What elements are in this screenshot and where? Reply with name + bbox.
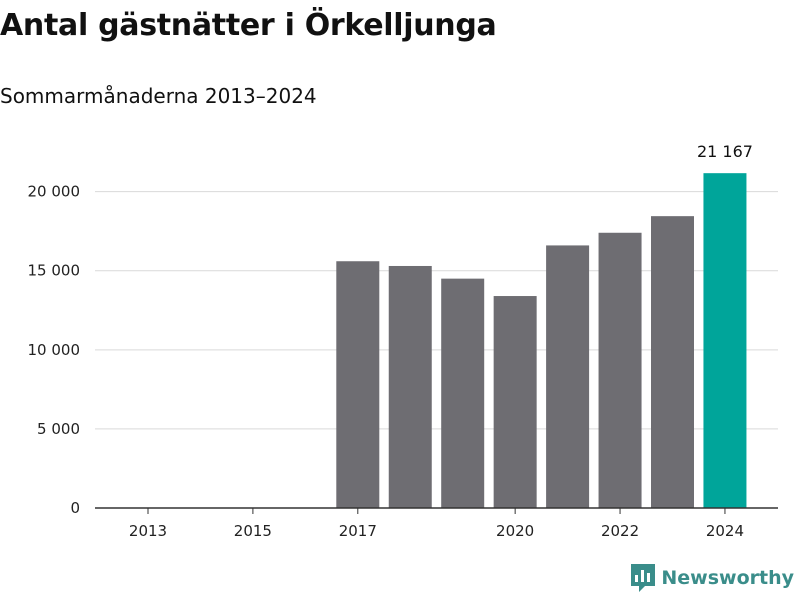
data-label-2024: 21 167: [697, 142, 753, 161]
bar-2021: [546, 245, 590, 508]
bar-2017: [336, 261, 380, 508]
bars: [336, 173, 747, 508]
bar-2018: [388, 265, 432, 508]
newsworthy-logo-icon: [631, 564, 656, 592]
data-labels: 21 167: [697, 142, 753, 161]
chart-subtitle: Sommarmånaderna 2013–2024: [0, 84, 317, 108]
bar-2020: [493, 296, 537, 508]
bar-2023: [651, 216, 694, 508]
y-tick-label: 20 000: [28, 183, 81, 201]
bar-2019: [441, 278, 485, 508]
y-tick-label: 5 000: [37, 420, 80, 438]
bar-2022: [598, 232, 642, 508]
x-tick-label: 2013: [129, 522, 167, 540]
y-tick-label: 0: [70, 499, 80, 517]
y-tick-label: 15 000: [28, 262, 81, 280]
chart-title: Antal gästnätter i Örkelljunga: [0, 8, 497, 43]
newsworthy-logo: Newsworthy: [631, 564, 794, 592]
brand-name: Newsworthy: [661, 567, 794, 589]
axes: 0 5 000 10 000 15 000 20 000 2013 2015 2017 2020…: [28, 183, 778, 540]
x-tick-label: 2020: [496, 522, 534, 540]
y-tick-label: 10 000: [28, 341, 81, 359]
x-tick-label: 2015: [234, 522, 272, 540]
x-tick-label: 2017: [339, 522, 377, 540]
bar-2024: [703, 173, 747, 508]
x-tick-label: 2022: [601, 522, 639, 540]
x-tick-label: 2024: [706, 522, 744, 540]
